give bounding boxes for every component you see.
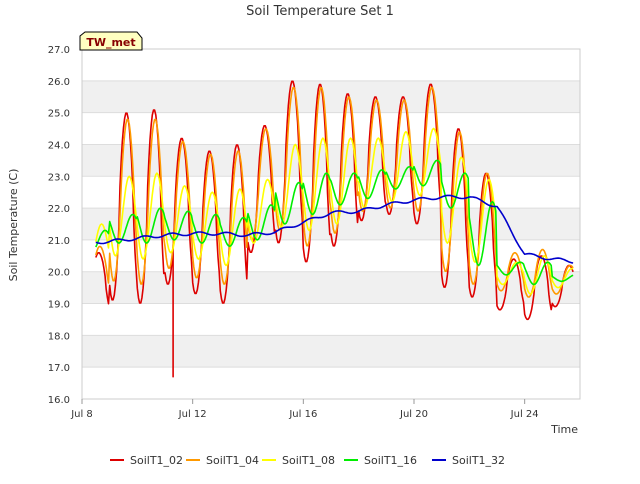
series-lines bbox=[95, 80, 574, 378]
series-line-soilt1-04 bbox=[95, 86, 574, 298]
grid-band bbox=[82, 335, 580, 368]
series-line-soilt1-32 bbox=[95, 194, 574, 264]
y-tick-label: 26.0 bbox=[48, 77, 70, 88]
legend-label: SoilT1_04 bbox=[206, 454, 259, 467]
chart-title: Soil Temperature Set 1 bbox=[246, 4, 394, 19]
legend-label: SoilT1_32 bbox=[452, 454, 505, 467]
x-axis-ticks: Jul 8 Jul 12 Jul 16 Jul 20 Jul 24 bbox=[70, 399, 539, 420]
grid-band bbox=[82, 80, 580, 113]
site-tag-box bbox=[79, 31, 143, 51]
y-tick-label: 19.0 bbox=[48, 300, 70, 311]
x-axis-label: Time bbox=[550, 423, 578, 436]
legend-label: SoilT1_08 bbox=[282, 454, 335, 467]
x-tick-label: Jul 16 bbox=[288, 409, 317, 420]
y-tick-label: 18.0 bbox=[48, 331, 70, 342]
site-tag: TW_met bbox=[79, 31, 143, 51]
series-line-soilt1-16 bbox=[95, 159, 574, 286]
y-tick-label: 21.0 bbox=[48, 236, 70, 247]
legend-label: SoilT1_02 bbox=[130, 454, 183, 467]
y-tick-label: 24.0 bbox=[48, 140, 70, 151]
x-tick-label: Jul 8 bbox=[70, 409, 93, 420]
y-axis-label: Soil Temperature (C) bbox=[7, 169, 20, 282]
y-tick-label: 20.0 bbox=[48, 268, 70, 279]
legend-label: SoilT1_16 bbox=[364, 454, 417, 467]
legend: SoilT1_02 SoilT1_04 SoilT1_08 SoilT1_16 Soil… bbox=[110, 454, 505, 467]
x-tick-label: Jul 20 bbox=[399, 409, 428, 420]
plot-frame bbox=[81, 48, 581, 400]
y-tick-label: 16.0 bbox=[48, 395, 70, 406]
site-tag-label: TW_met bbox=[86, 36, 135, 49]
series-line-soilt1-08 bbox=[95, 127, 574, 295]
y-tick-label: 17.0 bbox=[48, 363, 70, 374]
y-tick-label: 23.0 bbox=[48, 172, 70, 183]
x-tick-label: Jul 12 bbox=[178, 409, 207, 420]
x-tick-label: Jul 24 bbox=[510, 409, 539, 420]
y-tick-label: 22.0 bbox=[48, 204, 70, 215]
grid-band bbox=[82, 144, 580, 177]
plot-bands bbox=[82, 48, 580, 400]
y-axis-ticks: 16.0 17.0 18.0 19.0 20.0 21.0 22.0 23.0 24.0 25.0… bbox=[48, 45, 70, 406]
y-tick-label: 25.0 bbox=[48, 109, 70, 120]
y-tick-label: 27.0 bbox=[48, 45, 70, 56]
